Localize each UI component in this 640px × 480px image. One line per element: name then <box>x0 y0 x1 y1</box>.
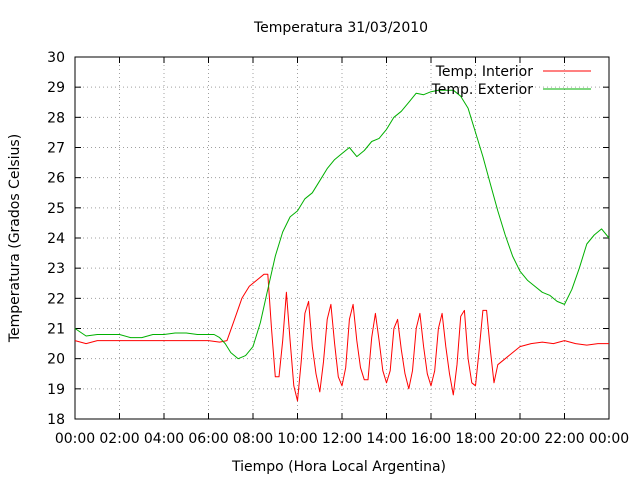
x-axis-title: Tiempo (Hora Local Argentina) <box>231 459 446 475</box>
x-tick-label: 02:00 <box>99 431 139 447</box>
series-line-exterior <box>74 89 610 360</box>
x-tick-label: 16:00 <box>411 431 451 447</box>
y-tick-label: 22 <box>47 291 65 307</box>
y-tick-label: 20 <box>47 352 65 368</box>
y-tick-label: 28 <box>47 110 65 126</box>
y-tick-label: 23 <box>47 261 65 277</box>
x-tick-label: 04:00 <box>144 431 184 447</box>
y-axis-tick-labels: 18 19 20 21 22 23 24 25 26 27 28 29 30 <box>47 50 65 428</box>
y-tick-label: 30 <box>47 50 65 66</box>
y-tick-label: 18 <box>47 412 65 428</box>
legend: Temp. Interior Temp. Exterior <box>431 64 591 98</box>
y-axis-title: Temperatura (Grados Celsius) <box>7 134 23 343</box>
series-line-interior <box>74 273 609 402</box>
x-tick-label: 08:00 <box>233 431 273 447</box>
x-tick-label: 00:00 <box>589 431 629 447</box>
series-lines <box>74 89 610 402</box>
y-tick-label: 27 <box>47 141 65 157</box>
x-tick-label: 06:00 <box>188 431 228 447</box>
x-tick-label: 12:00 <box>322 431 362 447</box>
x-tick-label: 20:00 <box>500 431 540 447</box>
x-tick-label: 14:00 <box>366 431 406 447</box>
legend-label-interior: Temp. Interior <box>435 64 534 80</box>
x-axis-tick-labels: 00:00 02:00 04:00 06:00 08:00 10:00 12:00 14:00… <box>55 431 629 447</box>
y-tick-label: 29 <box>47 80 65 96</box>
y-tick-label: 26 <box>47 171 65 187</box>
y-tick-label: 24 <box>47 231 65 247</box>
chart-title: Temperatura 31/03/2010 <box>253 20 428 36</box>
axis-ticks <box>74 56 610 420</box>
legend-label-exterior: Temp. Exterior <box>431 82 534 98</box>
grid <box>75 57 609 419</box>
x-tick-label: 22:00 <box>544 431 584 447</box>
x-tick-label: 18:00 <box>455 431 495 447</box>
y-tick-label: 21 <box>47 322 65 338</box>
x-tick-label: 10:00 <box>277 431 317 447</box>
y-tick-label: 19 <box>47 382 65 398</box>
x-tick-label: 00:00 <box>55 431 95 447</box>
y-tick-label: 25 <box>47 201 65 217</box>
